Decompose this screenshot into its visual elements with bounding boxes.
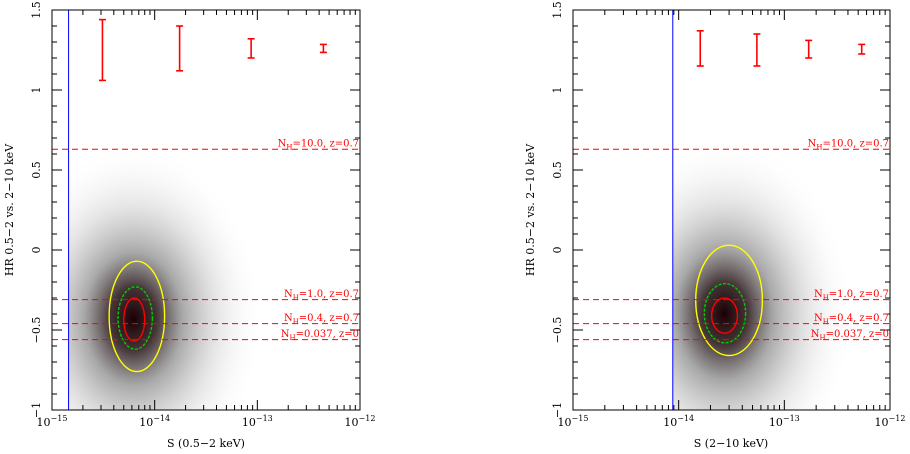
model-label: NH=0.037, z=0 bbox=[811, 329, 889, 342]
y-tick-label: −0.5 bbox=[551, 317, 564, 344]
density-map bbox=[68, 10, 360, 410]
model-lines bbox=[573, 148, 890, 341]
error-bar bbox=[858, 43, 866, 55]
contour-2 bbox=[710, 297, 739, 334]
density-map bbox=[672, 11, 890, 410]
error-bars bbox=[98, 18, 327, 82]
contour-1 bbox=[703, 282, 747, 344]
model-label: NH=1.0, z=0.7 bbox=[284, 289, 359, 302]
model-label: NH=0.4, z=0.7 bbox=[814, 313, 889, 326]
y-tick-label: 0.5 bbox=[551, 161, 564, 179]
x-axis-label: S (2−10 keV) bbox=[694, 437, 768, 450]
model-labels: NH=10.0, z=0.7 NH=1.0, z=0.7 NH=0.4, z=0.7… bbox=[278, 139, 359, 342]
model-label: NH=1.0, z=0.7 bbox=[814, 289, 889, 302]
model-label: NH=10.0, z=0.7 bbox=[278, 139, 359, 152]
y-axis-label: HR 0.5−2 vs. 2−10 keV bbox=[524, 143, 537, 276]
contours bbox=[108, 260, 166, 373]
y-tick-label: 1 bbox=[551, 87, 564, 94]
model-label: NH=0.037, z=0 bbox=[281, 329, 359, 342]
plot-frame bbox=[51, 9, 361, 411]
error-bar bbox=[753, 33, 761, 67]
y-axis-label: HR 0.5−2 vs. 2−10 keV bbox=[3, 143, 16, 276]
error-bar bbox=[696, 29, 704, 67]
x-tick-label: 10−12 bbox=[345, 414, 376, 429]
contours bbox=[695, 244, 764, 357]
panel-right: 10−15 10−14 10−13 10−12 −1 −0.5 0 0.5 1 1.5 NH=10… bbox=[524, 1, 905, 450]
y-tick-label: 0 bbox=[551, 247, 564, 254]
model-label: NH=10.0, z=0.7 bbox=[808, 139, 889, 152]
x-tick-label: 10−13 bbox=[769, 414, 800, 429]
error-bar bbox=[805, 39, 813, 59]
tick-labels: 10−15 10−14 10−13 10−12 −1 −0.5 0 0.5 1 1.5 bbox=[551, 1, 905, 429]
ticks bbox=[51, 9, 361, 411]
y-tick-label: 0.5 bbox=[30, 161, 43, 179]
plot-frame bbox=[572, 9, 891, 411]
x-tick-label: 10−13 bbox=[242, 414, 273, 429]
x-tick-label: 10−15 bbox=[37, 414, 68, 429]
x-axis-label: S (0.5−2 keV) bbox=[167, 437, 245, 450]
contour-1 bbox=[117, 286, 154, 350]
x-tick-label: 10−12 bbox=[875, 414, 906, 429]
y-tick-label: 1 bbox=[30, 87, 43, 94]
model-label: NH=0.4, z=0.7 bbox=[284, 313, 359, 326]
density-haze bbox=[68, 10, 360, 410]
panel-left: 10−15 10−14 10−13 10−12 −1 −0.5 0 0.5 1 1.5 NH=10… bbox=[3, 1, 375, 450]
error-bar bbox=[98, 18, 106, 82]
model-labels: NH=10.0, z=0.7 NH=1.0, z=0.7 NH=0.4, z=0.7… bbox=[808, 139, 889, 342]
y-tick-label: −0.5 bbox=[30, 317, 43, 344]
error-bar bbox=[319, 43, 327, 54]
density-haze bbox=[672, 11, 890, 410]
y-tick-label: 1.5 bbox=[30, 1, 43, 19]
tick-labels: 10−15 10−14 10−13 10−12 −1 −0.5 0 0.5 1 1.5 bbox=[30, 1, 375, 429]
axes-frame bbox=[572, 9, 891, 411]
error-bar bbox=[176, 25, 184, 72]
error-bar bbox=[247, 37, 255, 59]
error-bars bbox=[696, 29, 866, 67]
x-tick-label: 10−14 bbox=[139, 414, 170, 429]
model-lines bbox=[52, 148, 360, 341]
y-tick-label: −1 bbox=[551, 402, 564, 418]
y-tick-label: −1 bbox=[30, 402, 43, 418]
ticks bbox=[572, 9, 891, 411]
x-tick-label: 10−15 bbox=[558, 414, 589, 429]
contour-2 bbox=[123, 297, 146, 342]
axes-frame bbox=[51, 9, 361, 411]
y-tick-label: 0 bbox=[30, 247, 43, 254]
contour-0 bbox=[108, 260, 166, 373]
x-tick-label: 10−14 bbox=[663, 414, 694, 429]
y-tick-label: 1.5 bbox=[551, 1, 564, 19]
contour-0 bbox=[695, 244, 764, 357]
